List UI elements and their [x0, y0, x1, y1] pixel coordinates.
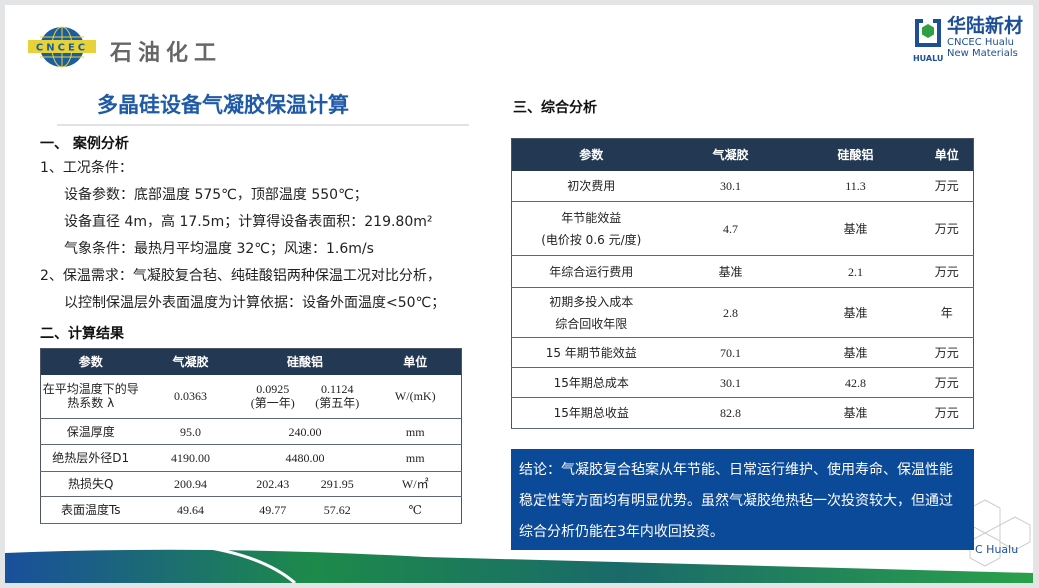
table-cell: 30.1 — [670, 170, 791, 202]
col-header: 单位 — [369, 348, 462, 375]
table-row: 年综合运行费用 基准 2.1 万元 — [511, 255, 974, 288]
slide: CNCEC 石油化工 HUALU 华陆新材 CNCEC Hualu New Ma… — [5, 5, 1033, 583]
col-header: 参数 — [511, 138, 671, 171]
col-header: 硅酸铝 — [790, 138, 921, 171]
table-cell: 15 年期节能效益 — [511, 337, 671, 368]
col-header: 气凝胶 — [140, 348, 241, 375]
table-cell: 万元 — [920, 201, 974, 256]
table-cell: 2.8 — [670, 287, 791, 338]
table-row: 初期多投入成本 综合回收年限 2.8 基准年 — [511, 287, 974, 338]
table-cell: mm — [369, 418, 462, 445]
text-line: 气象条件：最热月平均温度 32℃；风速：1.6m/s — [64, 241, 374, 257]
calc-results-table: 参数 气凝胶 硅酸铝 单位 在平均温度下的导热系数 λ 0.0363 0.0925 (第一… — [40, 348, 462, 524]
table-cell: 初期多投入成本 综合回收年限 — [511, 287, 671, 338]
svg-text:CNCEC: CNCEC — [36, 43, 88, 54]
section1-heading: 一、 案例分析 — [40, 136, 129, 152]
text-line: 以控制保温层外表面温度为计算依据：设备外面温度<50℃； — [64, 295, 446, 311]
table-cell: mm — [369, 444, 462, 472]
svg-text:C Hualu: C Hualu — [975, 543, 1018, 556]
table-cell: 15年期总成本 — [511, 367, 671, 398]
table-cell: 15年期总收益 — [511, 397, 671, 429]
brand-name-cn: 华陆新材 — [946, 15, 1023, 37]
section2-heading: 二、计算结果 — [40, 326, 124, 342]
text-line: 设备直径 4m，高 17.5m；计算得设备表面积：219.80m² — [64, 214, 433, 230]
table-cell: 291.95 — [305, 471, 370, 497]
footer-wave — [5, 545, 1033, 583]
text-line: 设备参数：底部温度 575℃，顶部温度 550℃； — [64, 187, 368, 203]
case-analysis-text: 1、工况条件： 设备参数：底部温度 575℃，顶部温度 550℃； 设备直径 4… — [40, 155, 445, 317]
company-logo-text: 石油化工 — [110, 40, 223, 66]
title-divider — [57, 124, 469, 126]
table-cell: 30.1 — [670, 367, 791, 398]
hualu-mark-icon: HUALU — [913, 15, 943, 63]
table-cell: 基准 — [790, 337, 921, 368]
table-cell: 4.7 — [670, 201, 791, 256]
table-row: 15 年期节能效益 70.1 基准 万元 — [511, 337, 974, 368]
comprehensive-analysis-table: 参数 气凝胶 硅酸铝 单位 初次费用 30.1 11.3 万元 年节能效益 (电价按 0.6 … — [511, 138, 974, 429]
page-title: 多晶硅设备气凝胶保温计算 — [97, 93, 349, 117]
table-cell: 49.77 — [240, 496, 305, 524]
table-cell: 基准 — [670, 255, 791, 288]
table-row: 15年期总收益 82.8 基准 万元 — [511, 397, 974, 429]
table-cell: 年 — [920, 287, 974, 338]
table-cell: 4190.00 — [140, 444, 241, 472]
hualu-brand-logo: HUALU 华陆新材 CNCEC Hualu New Materials — [913, 15, 1023, 63]
table-cell: 0.0363 — [140, 374, 241, 419]
table-cell: 保温厚度 — [40, 418, 141, 445]
table-cell: 200.94 — [140, 471, 241, 497]
col-header: 气凝胶 — [670, 138, 791, 171]
table-cell: 基准 — [790, 201, 921, 256]
table-cell: ℃ — [369, 496, 462, 524]
table-cell: 57.62 — [305, 496, 370, 524]
table-cell: 年综合运行费用 — [511, 255, 671, 288]
table-row: 绝热层外径D1 4190.00 4480.00 mm — [40, 444, 462, 472]
table-cell: 2.1 — [790, 255, 921, 288]
table-cell: 在平均温度下的导热系数 λ — [40, 374, 141, 419]
text-line: 1、工况条件： — [40, 160, 133, 176]
table-cell: 70.1 — [670, 337, 791, 368]
table-row: 保温厚度 95.0 240.00 mm — [40, 418, 462, 445]
brand-subtitle-en: New Materials — [946, 48, 1018, 59]
table-cell: 42.8 — [790, 367, 921, 398]
table-cell: 82.8 — [670, 397, 791, 429]
table-cell: 0.1124 (第五年) — [305, 374, 370, 419]
table-cell: 202.43 — [240, 471, 305, 497]
table-row: 15年期总成本 30.1 42.8 万元 — [511, 367, 974, 398]
table-cell: 绝热层外径D1 — [40, 444, 141, 472]
table-cell: 表面温度Ts — [40, 496, 141, 524]
table-cell: W/(mK) — [369, 374, 462, 419]
table-cell: 49.64 — [140, 496, 241, 524]
table-cell: 基准 — [790, 287, 921, 338]
table-cell: 95.0 — [140, 418, 241, 445]
table-row: 热损失Q 200.94 202.43 291.95 W/㎡ — [40, 471, 462, 497]
cncec-globe-logo: CNCEC — [28, 26, 96, 68]
col-header: 单位 — [920, 138, 974, 171]
table-row: 表面温度Ts 49.64 49.77 57.62 ℃ — [40, 496, 462, 524]
table-cell: 0.0925 (第一年) — [240, 374, 305, 419]
table-row: 在平均温度下的导热系数 λ 0.0363 0.0925 (第一年) 0.1124 (第… — [40, 374, 462, 419]
table-cell: 初次费用 — [511, 170, 671, 202]
table-row: 年节能效益 (电价按 0.6 元/度) 4.7 基准 万元 — [511, 201, 974, 256]
table-cell: 万元 — [920, 337, 974, 368]
table-cell: W/㎡ — [369, 471, 462, 497]
table-cell: 万元 — [920, 255, 974, 288]
table-cell: 万元 — [920, 170, 974, 202]
table-cell: 11.3 — [790, 170, 921, 202]
table-cell: 240.00 — [240, 418, 370, 445]
table-cell: 4480.00 — [240, 444, 370, 472]
table-cell: 万元 — [920, 367, 974, 398]
brand-name-en: CNCEC Hualu — [946, 37, 1015, 48]
table-cell: 基准 — [790, 397, 921, 429]
col-header: 参数 — [40, 348, 141, 375]
conclusion-box: 结论：气凝胶复合毡案从年节能、日常运行维护、使用寿命、保温性能稳定性等方面均有明… — [511, 449, 974, 550]
table-cell: 热损失Q — [40, 471, 141, 497]
table-cell: 年节能效益 (电价按 0.6 元/度) — [511, 201, 671, 256]
text-line: 2、保温需求：气凝胶复合毡、纯硅酸铝两种保温工况对比分析， — [40, 268, 441, 284]
table-row: 初次费用 30.1 11.3 万元 — [511, 170, 974, 202]
section3-heading: 三、综合分析 — [513, 100, 597, 116]
col-header: 硅酸铝 — [240, 348, 370, 375]
table-cell: 万元 — [920, 397, 974, 429]
